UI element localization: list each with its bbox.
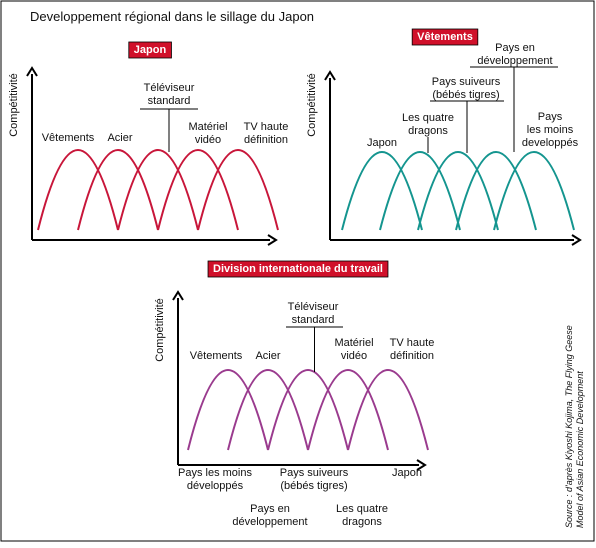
curve bbox=[157, 149, 239, 231]
y-axis-label: Compétitivité bbox=[306, 73, 318, 137]
label-line: dragons bbox=[342, 516, 382, 528]
curve-label: Vêtements bbox=[190, 350, 243, 362]
y-arrow bbox=[324, 70, 336, 81]
label-line: TV haute bbox=[244, 121, 289, 133]
label-line: (bébés tigres) bbox=[432, 89, 499, 101]
label-line: Acier bbox=[255, 350, 280, 362]
x-arrow bbox=[416, 459, 427, 471]
label-line: les moins bbox=[527, 124, 574, 136]
curve bbox=[307, 369, 389, 451]
label-line: Vêtements bbox=[42, 132, 95, 144]
label-line: Matériel bbox=[334, 337, 373, 349]
curve bbox=[197, 149, 279, 231]
panel-tag-box bbox=[411, 28, 479, 46]
curve bbox=[187, 369, 269, 451]
curve bbox=[37, 149, 119, 231]
curve-label: Matériel vidéo bbox=[188, 121, 227, 146]
label-line: Les quatre bbox=[336, 503, 388, 515]
curve-label: Pays les moins developpés bbox=[522, 111, 579, 149]
label-line: Japon bbox=[367, 137, 397, 149]
source-line: Model of Asian Economic Development bbox=[575, 371, 585, 528]
curve-label: Matériel vidéo bbox=[334, 337, 373, 362]
curve-label: TV haute définition bbox=[390, 337, 435, 362]
curve bbox=[493, 151, 575, 231]
curve bbox=[227, 369, 309, 451]
label-line: développement bbox=[232, 516, 307, 528]
country-label: Pays en développement bbox=[232, 503, 307, 528]
curve-label: Téléviseur standard bbox=[288, 301, 339, 326]
curve-label: Pays suiveurs (bébés tigres) bbox=[432, 76, 501, 101]
curve-label: Vêtements bbox=[42, 132, 95, 144]
country-label: Pays les moins développés bbox=[178, 467, 252, 492]
curve-label: Les quatre dragons bbox=[402, 112, 454, 137]
label-line: (bébés tigres) bbox=[280, 480, 347, 492]
label-line: developpés bbox=[522, 137, 579, 149]
curve bbox=[379, 151, 461, 231]
label-line: Japon bbox=[392, 467, 422, 479]
label-line: définition bbox=[244, 134, 288, 146]
label-line: Pays les moins bbox=[178, 467, 252, 479]
y-arrow bbox=[172, 290, 184, 301]
label-line: Pays en bbox=[250, 503, 290, 515]
y-axis-label: Compétitivité bbox=[8, 73, 20, 137]
curve-label: Pays en développement bbox=[477, 42, 552, 67]
label-line: vidéo bbox=[195, 134, 221, 146]
y-arrow bbox=[26, 66, 38, 77]
label-line: Acier bbox=[107, 132, 132, 144]
label-line: TV haute bbox=[390, 337, 435, 349]
panel-tag: Division internationale du travail bbox=[213, 263, 383, 275]
curve bbox=[347, 369, 429, 451]
curve bbox=[417, 151, 499, 231]
curve-label: Téléviseur standard bbox=[144, 82, 195, 107]
curve bbox=[455, 151, 537, 231]
label-line: Pays suiveurs bbox=[432, 76, 501, 88]
title: Developpement régional dans le sillage d… bbox=[30, 9, 314, 24]
label-line: Pays en bbox=[495, 42, 535, 54]
source: Source : d'après Kiyoshi Kojima, The Fly… bbox=[564, 325, 585, 528]
curve bbox=[341, 151, 423, 231]
curve-label: Acier bbox=[107, 132, 132, 144]
source-line: Source : d'après Kiyoshi Kojima, The Fly… bbox=[564, 325, 574, 528]
panel-tag: Vêtements bbox=[417, 31, 473, 43]
label-line: Pays suiveurs bbox=[280, 467, 349, 479]
label-line: Vêtements bbox=[190, 350, 243, 362]
curve bbox=[77, 149, 159, 231]
label-line: définition bbox=[390, 350, 434, 362]
country-label: Japon bbox=[392, 467, 422, 479]
x-arrow bbox=[267, 234, 278, 246]
country-label: Pays suiveurs (bébés tigres) bbox=[280, 467, 349, 492]
label-line: Pays bbox=[538, 111, 563, 123]
curve-label: Japon bbox=[367, 137, 397, 149]
label-line: standard bbox=[148, 95, 191, 107]
label-line: développés bbox=[187, 480, 244, 492]
label-line: Matériel bbox=[188, 121, 227, 133]
x-arrow bbox=[571, 234, 582, 246]
curve bbox=[267, 369, 349, 451]
label-line: standard bbox=[292, 314, 335, 326]
label-line: vidéo bbox=[341, 350, 367, 362]
label-line: développement bbox=[477, 55, 552, 67]
panel-tag: Japon bbox=[134, 44, 167, 56]
label-line: Les quatre bbox=[402, 112, 454, 124]
curve-label: Acier bbox=[255, 350, 280, 362]
panel-tag-box bbox=[207, 260, 389, 278]
country-label: Les quatre dragons bbox=[336, 503, 388, 528]
curve bbox=[117, 149, 199, 231]
label-line: dragons bbox=[408, 125, 448, 137]
label-line: Téléviseur bbox=[144, 82, 195, 94]
curve-label: TV haute définition bbox=[244, 121, 289, 146]
panel-tag-box bbox=[128, 41, 172, 59]
label-line: Téléviseur bbox=[288, 301, 339, 313]
y-axis-label: Compétitivité bbox=[154, 298, 166, 362]
